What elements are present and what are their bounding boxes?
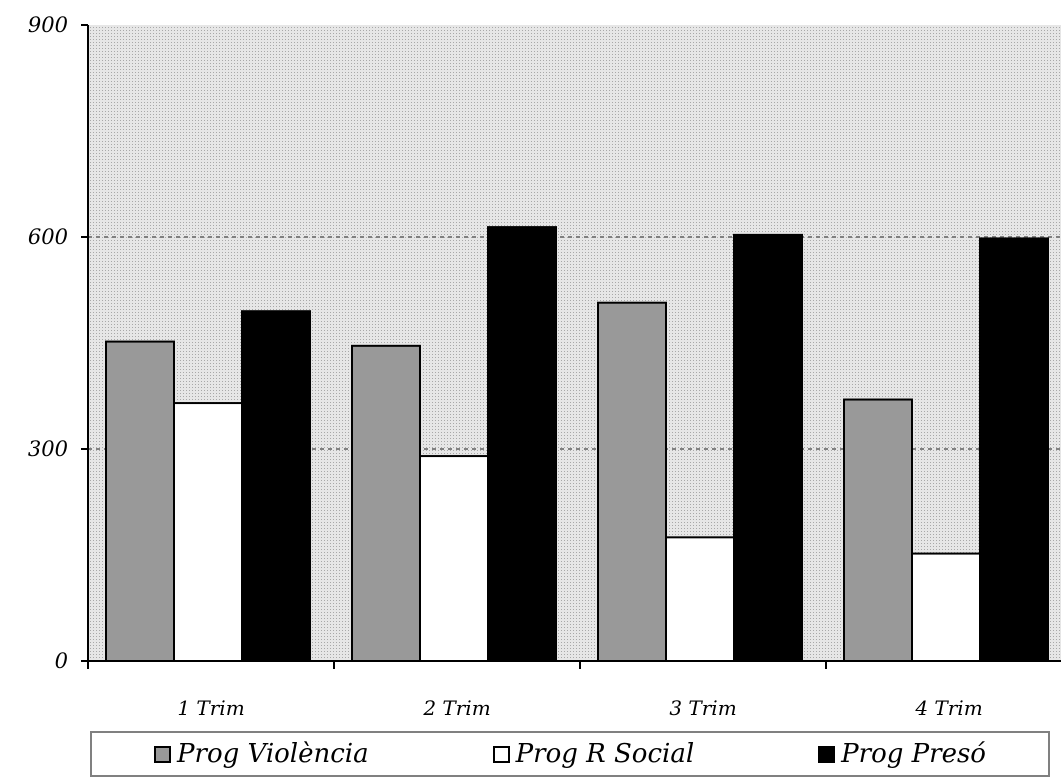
bar-1-series-2 <box>173 402 243 662</box>
legend-swatch-preso <box>818 745 836 763</box>
legend-label-r-social: Prog R Social <box>515 739 695 769</box>
bar-1-series-1 <box>105 340 175 662</box>
legend-swatch-r-social <box>492 745 510 763</box>
legend-entry-preso: Prog Presó <box>818 739 986 769</box>
bar-chart: 0 300 600 900 1 Trim 2 Trim 3 Trim 4 Trim <box>28 13 1061 720</box>
bar-4-series-2 <box>911 552 981 662</box>
y-tick-label-900: 900 <box>28 13 68 37</box>
bar-4-series-1 <box>843 398 913 662</box>
y-tick-label-600: 600 <box>28 225 68 249</box>
x-tick-label-4: 4 Trim <box>914 696 982 720</box>
bar-4-series-3 <box>979 237 1049 662</box>
bar-2-series-3 <box>487 226 557 663</box>
bar-1-series-3 <box>241 310 311 662</box>
legend-label-violencia: Prog Violència <box>177 739 369 769</box>
y-tick-label-300: 300 <box>28 437 68 461</box>
x-tick-label-2: 2 Trim <box>422 696 490 720</box>
legend-entry-violencia: Prog Violència <box>154 739 369 769</box>
bar-3-series-1 <box>597 301 667 662</box>
legend: Prog Violència Prog R Social Prog Presó <box>90 731 1050 777</box>
legend-label-preso: Prog Presó <box>841 739 986 769</box>
bar-2-series-1 <box>351 344 421 662</box>
x-tick-label-1: 1 Trim <box>177 696 244 720</box>
bar-3-series-2 <box>665 536 735 662</box>
y-tick-label-0: 0 <box>55 649 68 673</box>
legend-entry-r-social: Prog R Social <box>492 739 695 769</box>
x-tick-label-3: 3 Trim <box>669 696 736 720</box>
bar-3-series-3 <box>733 233 803 662</box>
legend-swatch-violencia <box>154 745 172 763</box>
bar-2-series-2 <box>419 455 489 663</box>
